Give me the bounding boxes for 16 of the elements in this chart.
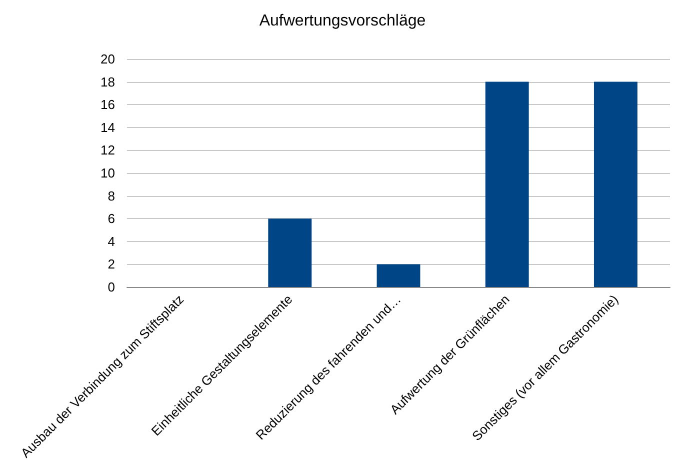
y-tick-label: 8 [108,188,115,204]
bar [268,218,312,287]
y-tick-label: 2 [108,256,115,272]
bar [594,82,638,287]
y-tick-label: 10 [100,166,115,180]
y-tick-label: 16 [100,97,115,112]
y-tick-label: 20 [100,52,115,66]
y-tick-label: 4 [108,234,115,249]
y-tick-label: 0 [108,280,115,294]
chart-title: Aufwertungsvorschläge [259,12,426,30]
y-tick-label: 6 [108,211,115,226]
bar [376,264,420,287]
bar [485,82,529,287]
y-tick-label: 14 [100,120,115,135]
y-tick-label: 18 [100,74,115,90]
y-tick-label: 12 [100,142,115,158]
